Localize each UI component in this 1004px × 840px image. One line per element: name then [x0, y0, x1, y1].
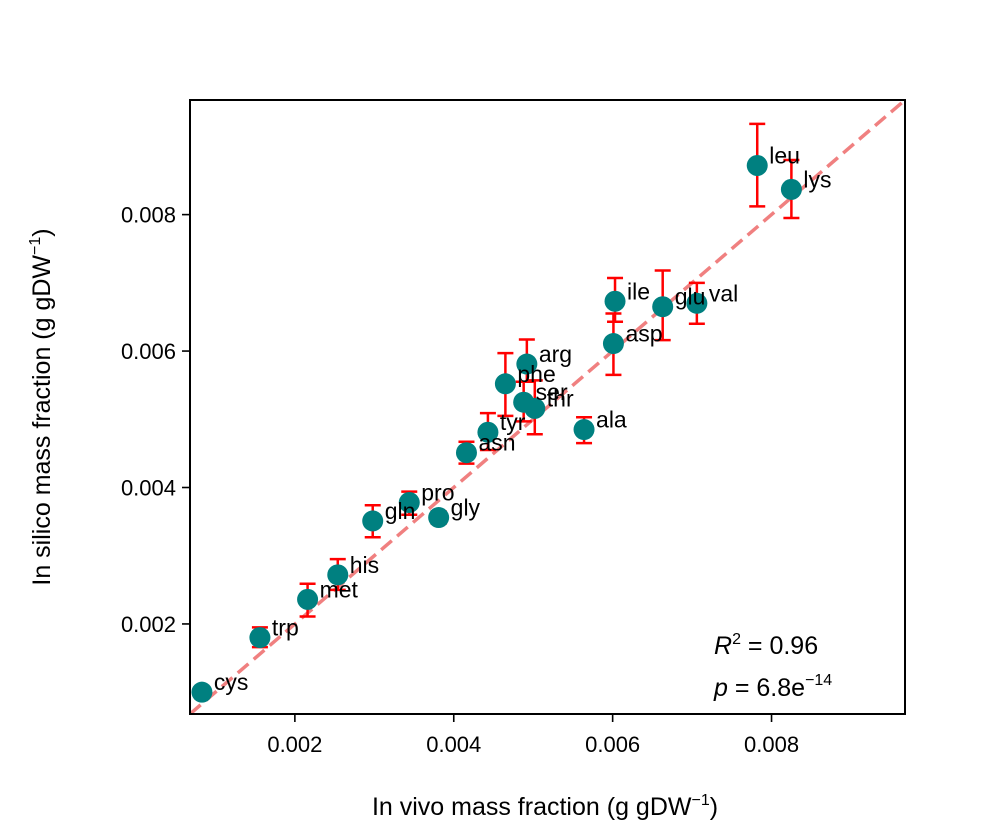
- p-value-annotation: p = 6.8e−14: [713, 672, 832, 702]
- y-tick-label: 0.004: [121, 476, 176, 501]
- point-pro: [398, 492, 420, 514]
- x-axis-label: In vivo mass fraction (g gDW−1): [372, 792, 718, 821]
- point-label-arg: arg: [539, 341, 572, 367]
- point-lys: [780, 178, 802, 200]
- point-label-cys: cys: [214, 669, 249, 695]
- point-cys: [191, 681, 213, 703]
- point-label-thr: thr: [547, 385, 574, 411]
- point-layer: [191, 154, 802, 703]
- point-his: [327, 564, 349, 586]
- point-asn: [455, 442, 477, 464]
- point-label-his: his: [350, 552, 379, 578]
- point-gly: [428, 507, 450, 529]
- y-tick-label: 0.006: [121, 339, 176, 364]
- point-trp: [249, 627, 271, 649]
- y-tick-label: 0.008: [121, 203, 176, 228]
- point-glu: [652, 296, 674, 318]
- point-label-ser: ser: [536, 379, 568, 405]
- point-label-leu: leu: [769, 142, 800, 168]
- point-label-gln: gln: [385, 498, 416, 524]
- point-tyr: [477, 421, 499, 443]
- point-label-ala: ala: [596, 407, 627, 433]
- point-label-pro: pro: [421, 480, 454, 506]
- point-label-glu: glu: [675, 284, 706, 310]
- point-leu: [746, 154, 768, 176]
- x-tick-label: 0.002: [267, 732, 322, 757]
- point-label-phe: phe: [517, 361, 555, 387]
- point-ile: [604, 290, 626, 312]
- point-gln: [362, 510, 384, 532]
- point-val: [686, 292, 708, 314]
- point-label-asn: asn: [478, 430, 515, 456]
- x-axis-ticks: 0.002 0.004 0.006 0.008: [267, 714, 799, 757]
- x-tick-label: 0.004: [426, 732, 481, 757]
- x-axis-label-superscript: −1: [691, 792, 709, 809]
- point-thr: [524, 397, 546, 419]
- point-arg: [516, 353, 538, 375]
- point-label-trp: trp: [272, 615, 299, 641]
- point-label-asp: asp: [625, 321, 662, 347]
- y-axis-label: In silico mass fraction (g gDW−1): [27, 228, 56, 585]
- point-label-ile: ile: [627, 278, 650, 304]
- point-asp: [602, 333, 624, 355]
- y-tick-label: 0.002: [121, 612, 176, 637]
- point-label-val: val: [709, 280, 738, 306]
- identity-line-layer: [190, 100, 905, 714]
- point-phe: [494, 373, 516, 395]
- identity-line: [190, 100, 905, 714]
- point-label-tyr: tyr: [500, 409, 526, 435]
- point-label-lys: lys: [803, 166, 831, 192]
- r-squared-annotation: R2 = 0.96: [714, 631, 818, 660]
- point-met: [297, 588, 319, 610]
- x-tick-label: 0.006: [585, 732, 640, 757]
- plot-frame: [189, 99, 906, 715]
- point-label-met: met: [320, 576, 359, 602]
- point-label-gly: gly: [451, 495, 481, 521]
- y-axis-ticks: 0.002 0.004 0.006 0.008: [121, 203, 190, 637]
- x-tick-label: 0.008: [744, 732, 799, 757]
- point-ala: [573, 419, 595, 441]
- y-axis-label-superscript: −1: [27, 237, 44, 255]
